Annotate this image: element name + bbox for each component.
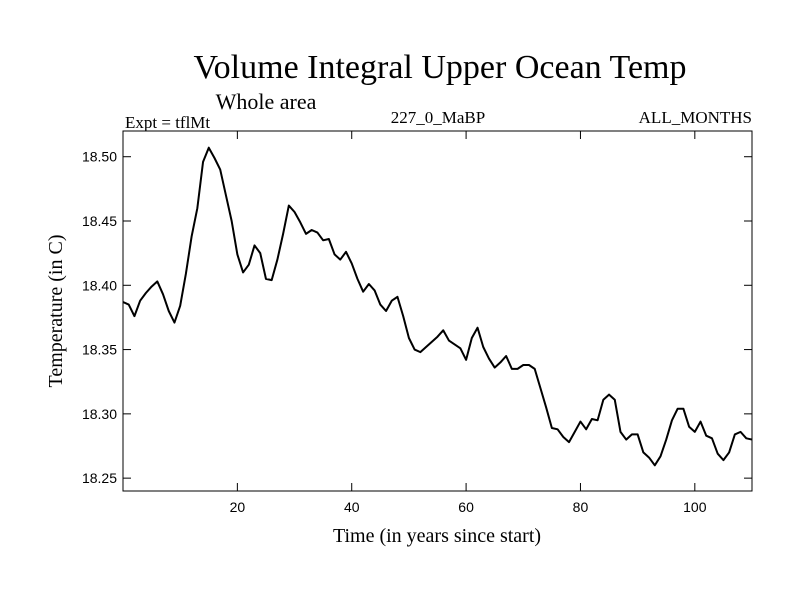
- chart-title: Volume Integral Upper Ocean Temp: [194, 49, 687, 86]
- y-tick-label: 18.45: [82, 213, 117, 229]
- months-label: ALL_MONTHS: [639, 108, 752, 127]
- y-tick-label: 18.35: [82, 342, 117, 358]
- chart-subtitle: Whole area: [216, 89, 317, 114]
- experiment-label: Expt = tflMt: [125, 113, 210, 132]
- y-tick-label: 18.25: [82, 470, 117, 486]
- x-axis-label: Time (in years since start): [333, 525, 541, 547]
- x-axis: 20 40 60 80 100: [230, 131, 707, 515]
- plot-frame: [122, 130, 753, 492]
- x-tick-label: 80: [573, 499, 589, 515]
- x-tick-label: 20: [230, 499, 246, 515]
- y-tick-label: 18.30: [82, 406, 117, 422]
- x-tick-label: 40: [344, 499, 360, 515]
- y-axis-label: Temperature (in C): [45, 235, 67, 388]
- y-tick-label: 18.50: [82, 149, 117, 165]
- temperature-series-line: [122, 146, 753, 467]
- y-tick-label: 18.40: [82, 277, 117, 293]
- run-label: 227_0_MaBP: [391, 108, 485, 127]
- x-tick-label: 60: [458, 499, 474, 515]
- x-tick-label: 100: [683, 499, 707, 515]
- y-axis: 18.25 18.30 18.35 18.40 18.45 18.50: [82, 149, 752, 486]
